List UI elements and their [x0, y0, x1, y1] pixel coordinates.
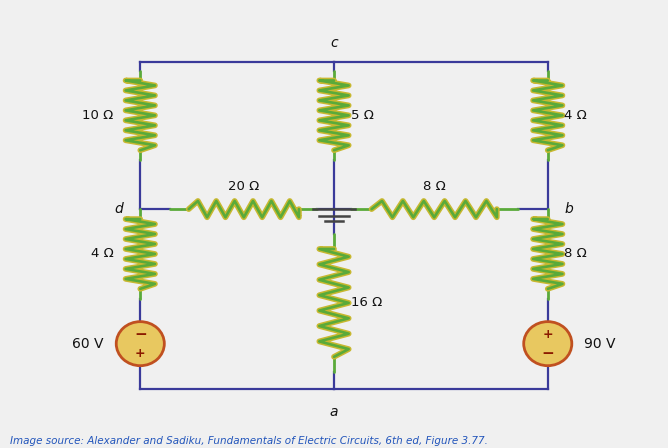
Text: 4 Ω: 4 Ω	[564, 109, 587, 122]
Text: −: −	[541, 346, 554, 362]
Text: d: d	[115, 202, 124, 216]
Text: 16 Ω: 16 Ω	[351, 297, 382, 310]
Text: a: a	[330, 405, 338, 419]
Text: +: +	[542, 328, 553, 341]
Text: 10 Ω: 10 Ω	[82, 109, 114, 122]
Text: c: c	[330, 36, 338, 50]
Text: 8 Ω: 8 Ω	[564, 247, 587, 260]
Text: 20 Ω: 20 Ω	[228, 180, 259, 193]
Ellipse shape	[116, 322, 164, 366]
Text: 4 Ω: 4 Ω	[91, 247, 114, 260]
Text: −: −	[134, 327, 147, 342]
Text: b: b	[564, 202, 573, 216]
Ellipse shape	[524, 322, 572, 366]
Text: 60 V: 60 V	[72, 336, 104, 351]
Text: 5 Ω: 5 Ω	[351, 109, 373, 122]
Text: 8 Ω: 8 Ω	[423, 180, 446, 193]
Text: Image source: Alexander and Sadiku, Fundamentals of Electric Circuits, 6th ed, F: Image source: Alexander and Sadiku, Fund…	[10, 436, 488, 446]
Text: +: +	[135, 347, 146, 360]
Text: 90 V: 90 V	[584, 336, 616, 351]
